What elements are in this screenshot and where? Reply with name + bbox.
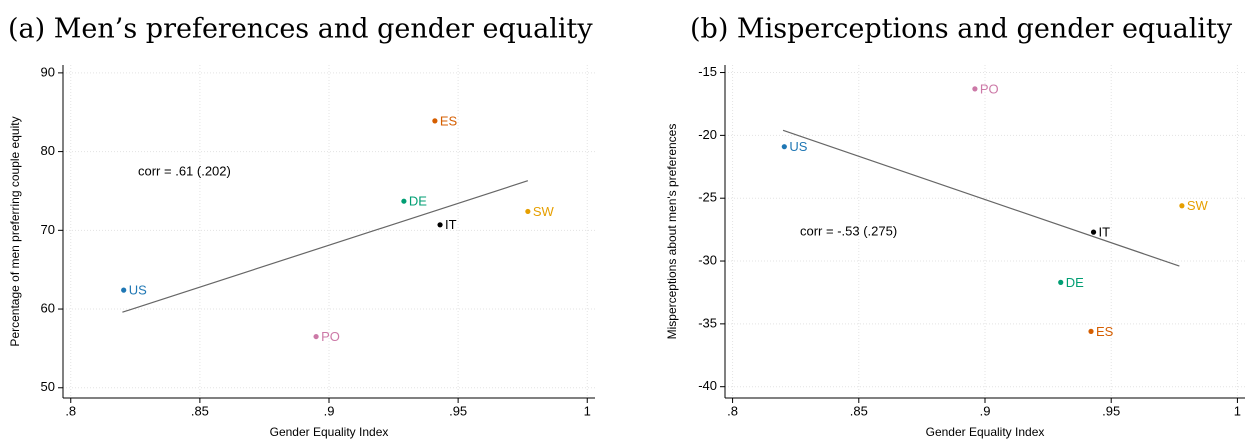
chart-title: (a) Men’s preferences and gender equalit…	[8, 14, 593, 45]
point-label: IT	[445, 217, 457, 232]
point	[437, 222, 443, 228]
x-tick-label: .8	[727, 403, 738, 418]
point	[1088, 328, 1094, 334]
point	[432, 118, 438, 124]
y-axis-label: Percentage of men preferring couple equi…	[8, 116, 22, 346]
point-label: ES	[1096, 324, 1114, 339]
point-label: PO	[980, 81, 999, 96]
y-tick-label: -40	[698, 378, 717, 393]
y-tick-label: -25	[698, 190, 717, 205]
y-tick-label: 80	[41, 143, 55, 158]
point-label: US	[789, 139, 807, 154]
fit-line	[782, 129, 1180, 267]
point	[972, 86, 978, 92]
point	[313, 333, 319, 340]
x-tick-label: .9	[980, 403, 991, 418]
x-tick-label: .85	[850, 403, 868, 418]
point	[401, 198, 407, 204]
y-tick-label: -15	[698, 64, 717, 79]
y-tick-label: -30	[698, 252, 717, 267]
point	[1090, 229, 1097, 235]
x-axis-label: Gender Equality Index	[270, 425, 389, 439]
point-label: SW	[1187, 198, 1209, 213]
y-tick-label: -35	[698, 315, 717, 330]
x-tick-label: .95	[449, 403, 467, 418]
point-label: SW	[533, 204, 555, 219]
y-tick-label: 70	[41, 222, 55, 237]
y-tick-label: -20	[698, 127, 717, 142]
y-axis-label: Misperceptions about men's preferences	[665, 124, 679, 340]
chart-title: (b) Misperceptions and gender equality	[690, 14, 1233, 45]
y-tick-label: 50	[41, 379, 55, 394]
annotation: corr = -.53 (.275)	[800, 223, 897, 238]
point	[1058, 279, 1064, 285]
x-axis-label: Gender Equality Index	[926, 425, 1045, 439]
x-tick-label: 1	[1234, 403, 1241, 418]
y-tick-label: 90	[41, 64, 55, 79]
point	[121, 287, 127, 293]
point-label: PO	[321, 329, 340, 344]
x-tick-label: .95	[1102, 403, 1120, 418]
point-label: ES	[440, 113, 458, 128]
point	[781, 144, 787, 150]
x-tick-label: .85	[191, 403, 209, 418]
annotation: corr = .61 (.202)	[138, 163, 231, 178]
point	[525, 208, 531, 215]
point-label: IT	[1099, 225, 1111, 240]
point-label: US	[129, 283, 147, 298]
x-tick-label: .9	[324, 403, 335, 418]
point-label: DE	[1066, 275, 1084, 290]
point	[1179, 203, 1185, 209]
point-label: DE	[409, 194, 427, 209]
x-tick-label: .8	[65, 403, 76, 418]
fit-line	[122, 180, 529, 313]
y-tick-label: 60	[41, 300, 55, 315]
x-tick-label: 1	[584, 403, 591, 418]
